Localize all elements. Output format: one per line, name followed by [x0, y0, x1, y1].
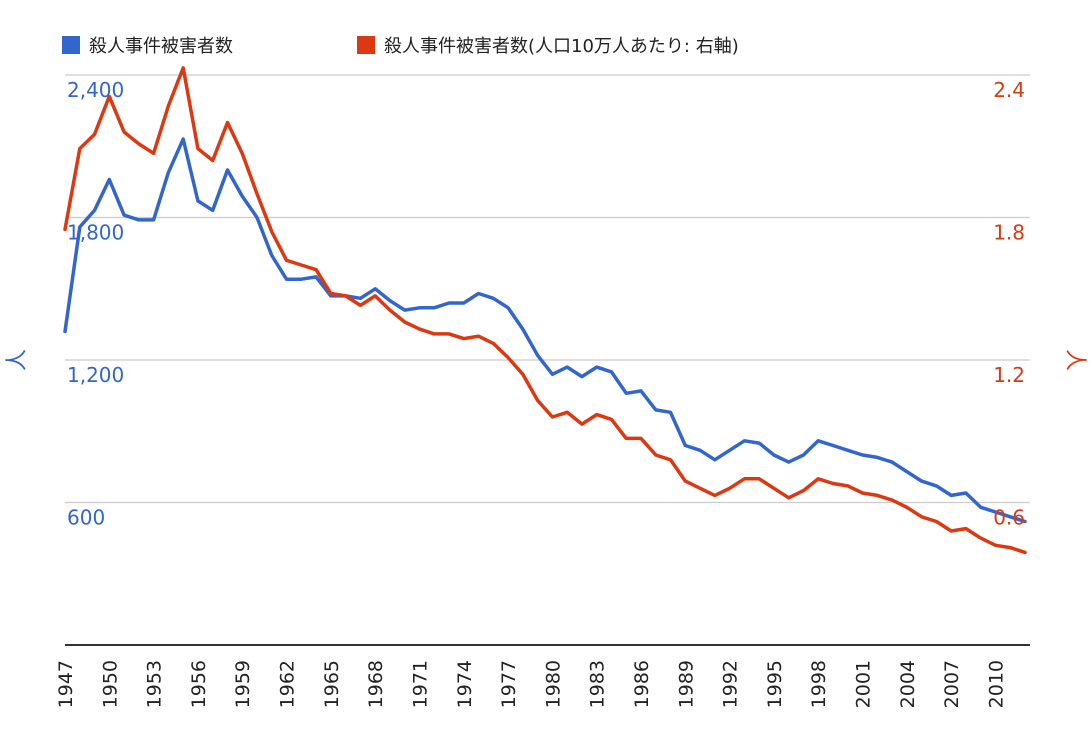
legend-label: 殺人事件被害者数(人口10万人あたり: 右軸) [384, 36, 739, 57]
x-tick-label: 1995 [764, 660, 786, 708]
x-tick-label: 1968 [365, 660, 387, 708]
x-tick-label: 1974 [454, 660, 476, 708]
y-tick-label-right: 1.8 [993, 221, 1025, 245]
gridlines [65, 74, 1030, 646]
x-tick-label: 1986 [631, 660, 653, 708]
legend-swatch [62, 36, 80, 54]
legend-label: 殺人事件被害者数 [89, 36, 233, 57]
x-tick-label: 1962 [277, 660, 299, 708]
y-tick-label-right: 0.6 [993, 506, 1025, 530]
x-tick-label: 2007 [941, 660, 963, 708]
axes: 600 1,200 1,800 2,400 0.6 1.2 1.8 2.4 人 人 1947 1950… [5, 78, 1087, 708]
y-axis-title-left: 人 [5, 349, 30, 371]
series-line-left [63, 137, 1027, 524]
x-tick-label: 1950 [99, 660, 121, 708]
x-tick-label: 2001 [853, 660, 875, 708]
y-tick-label-left: 1,200 [67, 363, 124, 387]
y-tick-label-left: 1,800 [67, 221, 124, 245]
series-lines [63, 66, 1027, 555]
x-tick-label: 1956 [188, 660, 210, 708]
legend-swatch [357, 36, 375, 54]
x-tick-label: 2010 [986, 660, 1008, 708]
y-tick-label-left: 600 [67, 506, 105, 530]
x-tick-label: 1980 [542, 660, 564, 708]
x-tick-label: 1971 [410, 660, 432, 708]
series-line-right [63, 66, 1027, 555]
x-tick-label: 1965 [321, 660, 343, 708]
x-tick-label: 1983 [587, 660, 609, 708]
x-tick-label: 1998 [808, 660, 830, 708]
y-tick-label-left: 2,400 [67, 78, 124, 102]
x-tick-label: 1989 [675, 660, 697, 708]
x-tick-label: 1992 [720, 660, 742, 708]
x-tick-label: 1953 [144, 660, 166, 708]
y-tick-label-right: 2.4 [993, 78, 1025, 102]
y-axis-title-right: 人 [1062, 349, 1087, 371]
x-tick-label: 1947 [55, 660, 77, 708]
y-tick-label-right: 1.2 [993, 363, 1025, 387]
legend: 殺人事件被害者数 殺人事件被害者数(人口10万人あたり: 右軸) [62, 36, 739, 57]
x-tick-label: 1977 [498, 660, 520, 708]
x-tick-label: 1959 [232, 660, 254, 708]
x-tick-label: 2004 [897, 660, 919, 708]
